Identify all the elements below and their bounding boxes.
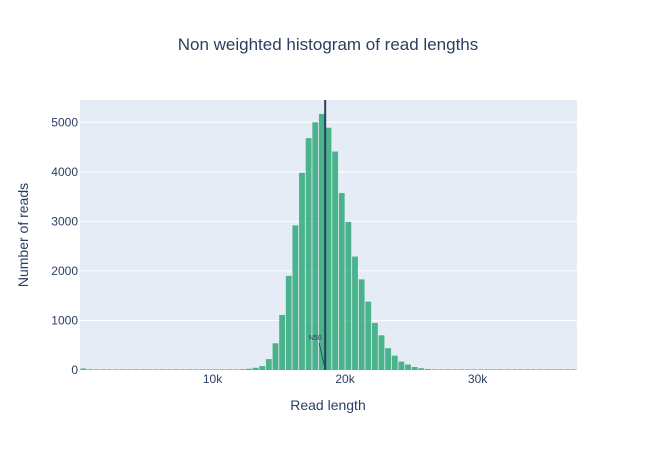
- histogram-bar: [239, 369, 246, 370]
- x-tick-label: 10k: [203, 372, 223, 386]
- histogram-bar: [391, 355, 398, 370]
- histogram-bar: [140, 369, 146, 370]
- histogram-bar: [504, 369, 511, 370]
- histogram-bar: [564, 369, 570, 370]
- histogram-bar: [193, 369, 199, 370]
- histogram-bar: [146, 369, 153, 370]
- x-tick-labels: 10k 20k 30k: [203, 372, 488, 386]
- histogram-bar: [418, 368, 425, 370]
- histogram-bar: [166, 369, 173, 370]
- histogram-bar: [398, 361, 405, 370]
- histogram-bar: [431, 369, 438, 370]
- histogram-bar: [272, 343, 279, 370]
- chart-title: Non weighted histogram of read lengths: [178, 35, 479, 54]
- histogram-bar: [358, 279, 365, 370]
- histogram-bar: [318, 113, 325, 371]
- y-axis-title: Number of reads: [15, 183, 31, 287]
- histogram-bar: [206, 369, 213, 370]
- histogram-bar: [80, 368, 87, 370]
- histogram-bar: [531, 369, 537, 370]
- x-tick-label: 30k: [468, 372, 488, 386]
- histogram-bar: [365, 301, 372, 370]
- histogram-bar: [511, 369, 517, 370]
- histogram-bar: [159, 369, 166, 370]
- histogram-bar: [405, 364, 411, 370]
- histogram-bar: [378, 335, 385, 370]
- histogram-bar: [557, 369, 564, 370]
- bars-group: [80, 113, 577, 371]
- histogram-bar: [113, 369, 120, 370]
- histogram-bar: [385, 348, 392, 370]
- histogram-bar: [371, 322, 378, 370]
- histogram-bar: [292, 225, 299, 370]
- histogram-bar: [133, 369, 140, 370]
- histogram-bar: [212, 369, 219, 370]
- histogram-bar: [484, 369, 491, 370]
- histogram-bar: [325, 127, 332, 370]
- histogram-bar: [338, 193, 345, 370]
- histogram-bar: [544, 369, 551, 370]
- histogram-bar: [285, 275, 292, 370]
- histogram-bar: [444, 369, 451, 370]
- histogram-bar: [305, 138, 312, 370]
- histogram-bar: [411, 367, 418, 370]
- histogram-bar: [332, 151, 339, 370]
- histogram-bar: [352, 256, 358, 370]
- histogram-bar: [464, 369, 471, 370]
- histogram-bar: [265, 359, 272, 370]
- y-tick-label: 3000: [51, 214, 78, 228]
- histogram-bar: [537, 369, 544, 370]
- histogram-bar: [424, 369, 431, 370]
- histogram-bar: [550, 369, 557, 370]
- histogram-bar: [232, 369, 239, 370]
- histogram-bar: [299, 172, 305, 370]
- n50-arrow: [318, 342, 325, 366]
- y-tick-label: 1000: [51, 313, 78, 327]
- histogram-bar: [478, 369, 484, 370]
- y-tick-label: 5000: [51, 115, 78, 129]
- y-tick-label: 2000: [51, 264, 78, 278]
- histogram-bar: [199, 369, 206, 370]
- histogram-bar: [246, 368, 252, 370]
- histogram-bar: [497, 369, 504, 370]
- histogram-bar: [259, 366, 266, 370]
- histogram-bar: [345, 221, 352, 370]
- histogram-bar: [517, 369, 524, 370]
- x-axis-title: Read length: [290, 397, 366, 413]
- histogram-bar: [173, 369, 179, 370]
- histogram-bar: [226, 369, 233, 370]
- histogram-bar: [219, 369, 226, 370]
- y-tick-label: 4000: [51, 165, 78, 179]
- histogram-bar: [252, 367, 259, 370]
- histogram-bar: [458, 369, 464, 370]
- histogram-bar: [179, 369, 186, 370]
- histogram-bar: [100, 369, 107, 370]
- histogram-bar: [87, 369, 93, 370]
- histogram-bar: [93, 369, 100, 370]
- n50-label: N50: [309, 335, 322, 342]
- histogram-bar: [471, 369, 478, 370]
- histogram-bar: [312, 122, 319, 370]
- histogram-bar: [279, 315, 286, 370]
- histogram-bar: [106, 369, 113, 370]
- histogram-bar: [524, 369, 531, 370]
- histogram-bar: [186, 369, 193, 370]
- histogram-bar: [570, 369, 577, 370]
- histogram-bar: [491, 369, 498, 370]
- y-tick-label: 0: [71, 363, 78, 377]
- annotation-group: N50: [309, 100, 327, 370]
- histogram-bar: [451, 369, 458, 370]
- histogram-bar: [153, 369, 160, 370]
- histogram-bar: [120, 369, 126, 370]
- y-tick-labels: 0 1000 2000 3000 4000 5000: [51, 115, 78, 377]
- histogram-bar: [126, 369, 133, 370]
- histogram-bar: [438, 369, 445, 370]
- x-tick-label: 20k: [335, 372, 355, 386]
